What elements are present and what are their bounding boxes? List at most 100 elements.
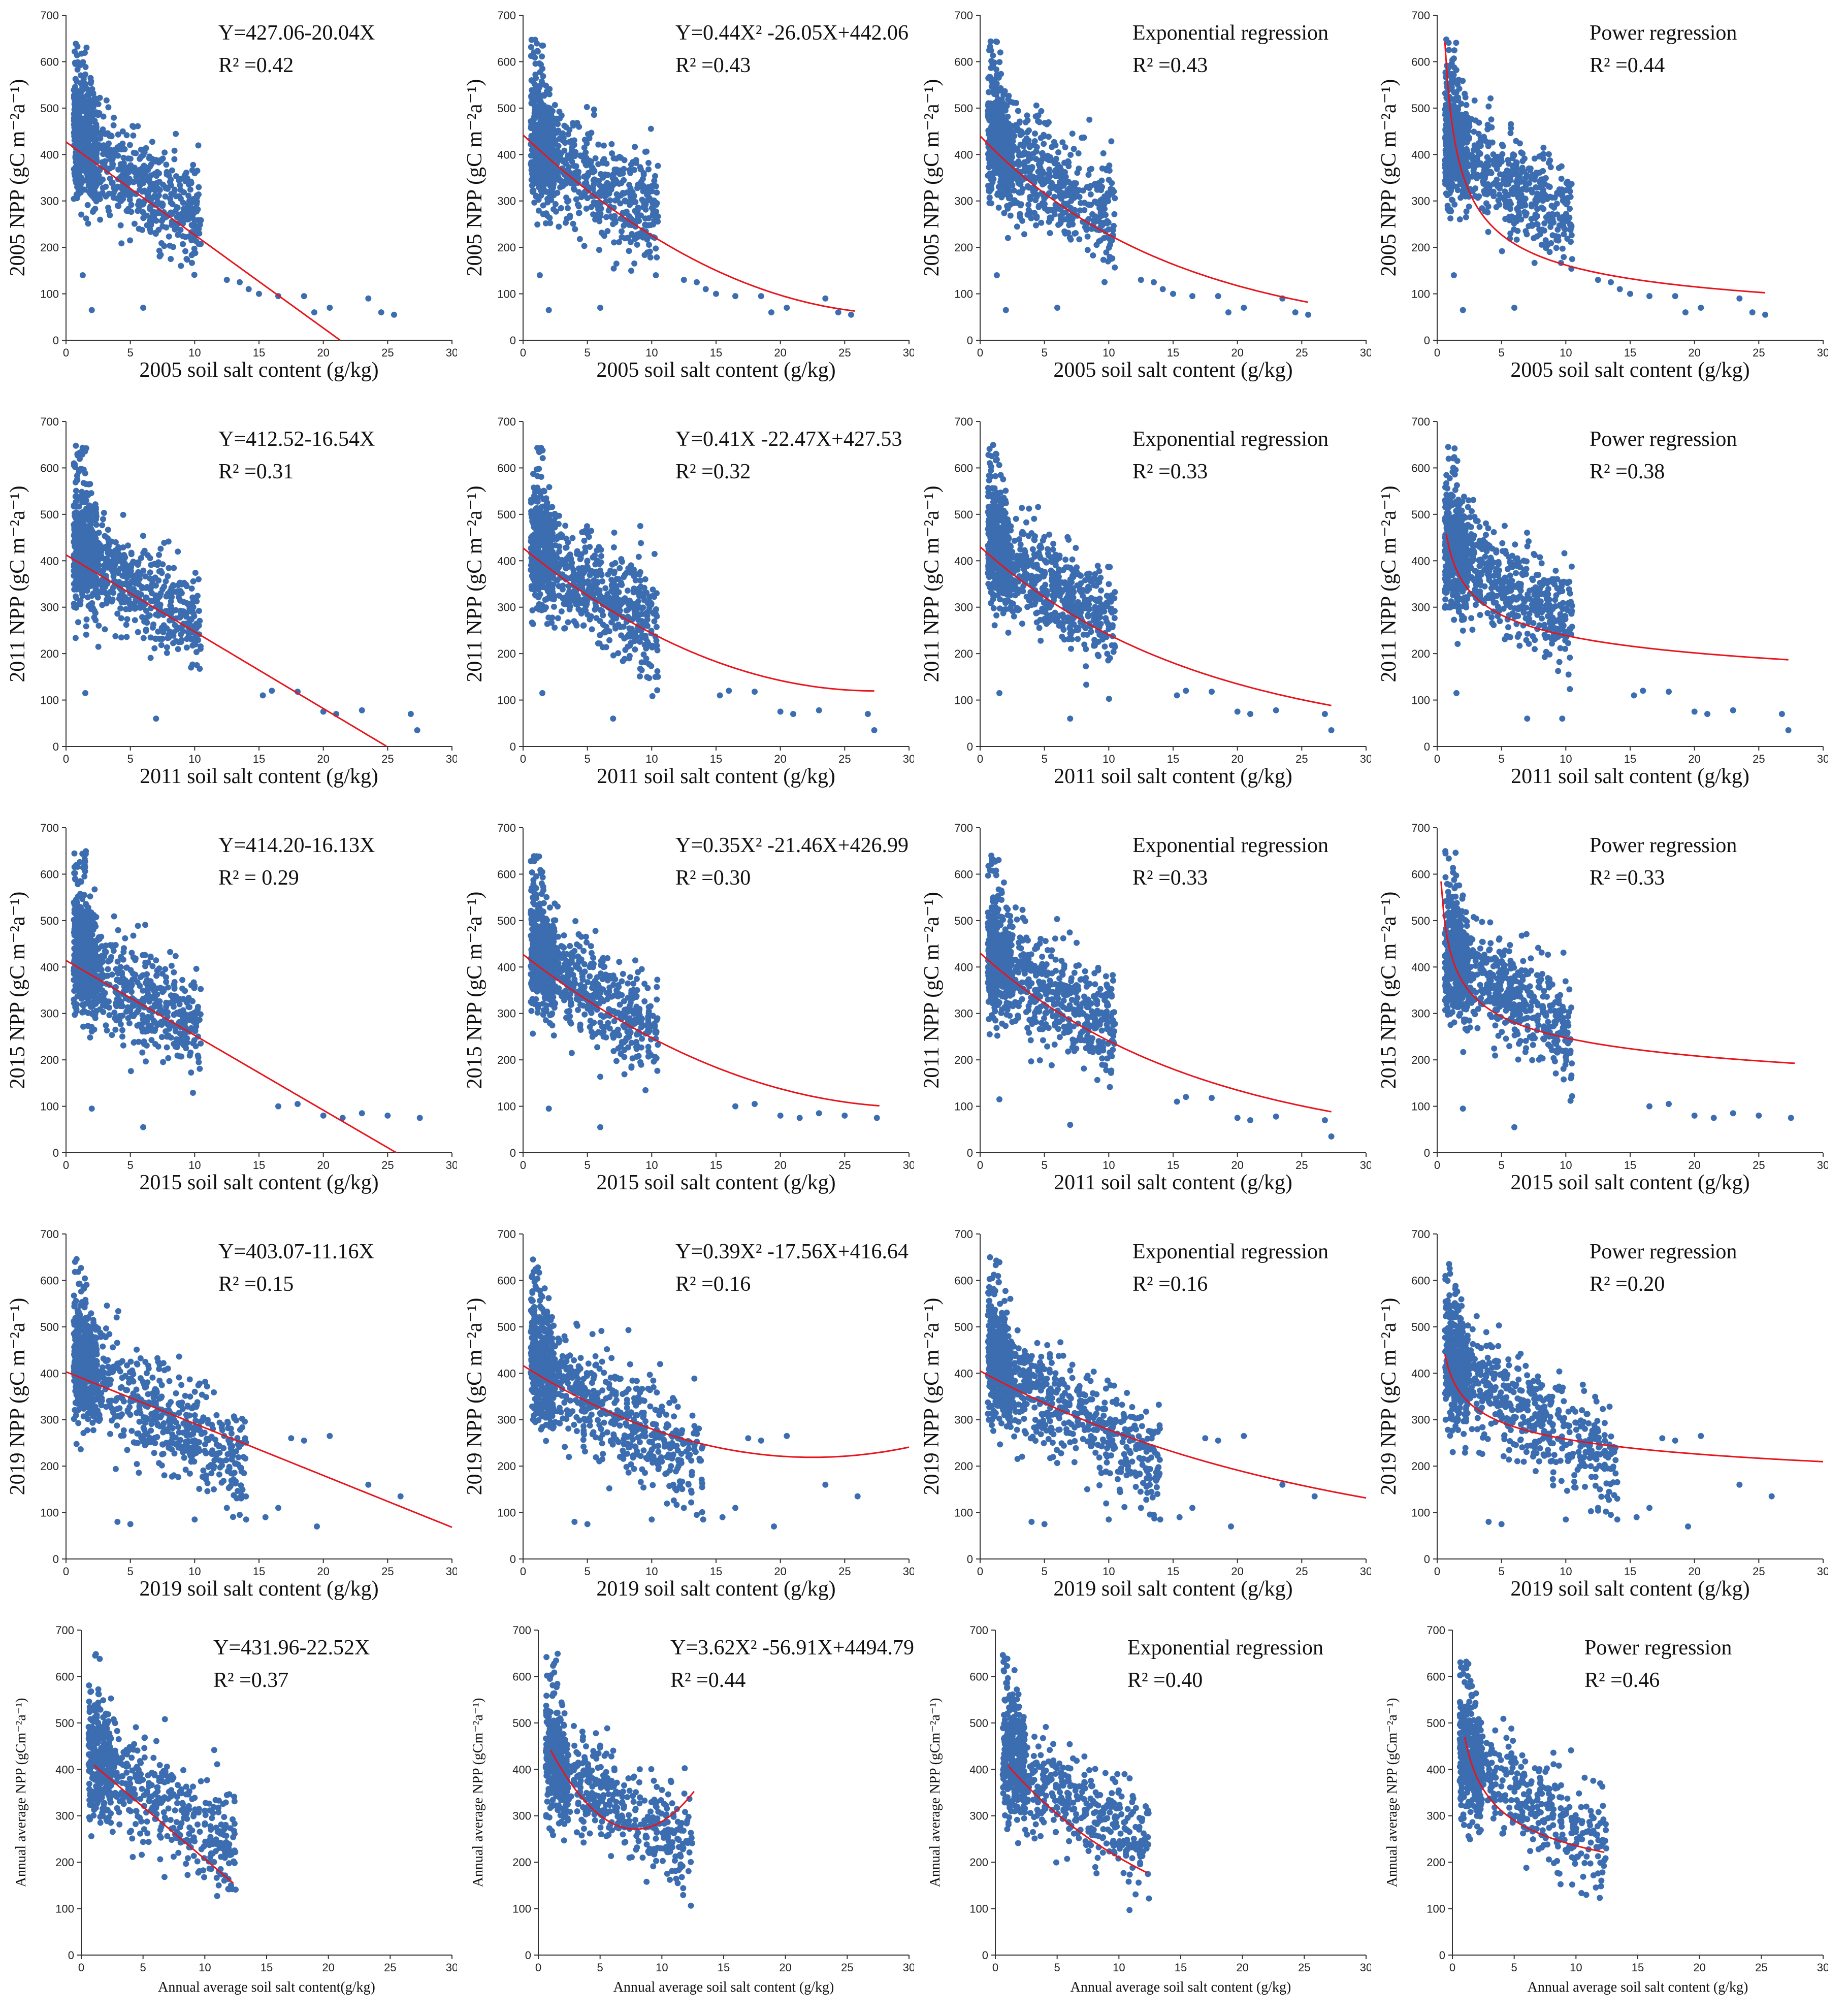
data-point xyxy=(89,593,95,599)
data-point xyxy=(1485,104,1492,110)
data-point xyxy=(72,132,78,138)
data-point xyxy=(269,688,275,694)
data-point xyxy=(149,139,155,145)
data-point xyxy=(600,158,606,164)
data-point xyxy=(73,565,79,571)
x-tick-label: 10 xyxy=(1103,346,1115,359)
data-point xyxy=(986,89,992,95)
data-point xyxy=(107,133,113,139)
data-point xyxy=(622,235,628,241)
data-point xyxy=(1004,203,1010,209)
x-tick-label: 0 xyxy=(63,753,69,765)
data-point xyxy=(106,538,112,544)
data-point xyxy=(143,627,149,633)
data-point xyxy=(82,690,88,696)
data-point xyxy=(80,104,86,110)
data-point xyxy=(1504,201,1510,207)
data-point xyxy=(593,155,599,161)
data-point xyxy=(140,170,146,176)
regression-equation: Y=427.06-20.04X xyxy=(218,21,375,45)
x-tick-label: 15 xyxy=(710,346,722,359)
x-tick-label: 5 xyxy=(127,346,134,359)
data-point xyxy=(1564,180,1570,186)
data-point xyxy=(187,203,193,209)
data-point xyxy=(591,177,597,183)
y-tick-label: 700 xyxy=(497,415,516,428)
data-point xyxy=(128,209,134,215)
x-tick-label: 15 xyxy=(253,346,265,359)
data-point xyxy=(196,623,202,629)
data-point xyxy=(1513,138,1519,144)
y-tick-label: 0 xyxy=(1424,334,1430,347)
data-point xyxy=(111,122,117,128)
data-point xyxy=(124,132,130,138)
data-point xyxy=(184,583,190,589)
data-point xyxy=(101,114,107,120)
data-point xyxy=(1488,170,1495,176)
data-point xyxy=(1067,152,1074,158)
x-tick-label: 20 xyxy=(1688,346,1700,359)
data-point xyxy=(1507,215,1513,221)
data-point xyxy=(533,192,539,199)
data-point xyxy=(1514,237,1520,243)
data-point xyxy=(989,160,995,167)
data-point xyxy=(99,602,105,608)
data-point xyxy=(1026,207,1032,213)
data-point xyxy=(1032,138,1038,144)
y-tick-label: 200 xyxy=(1411,241,1430,254)
data-point xyxy=(1015,177,1021,183)
data-point xyxy=(1457,216,1463,222)
data-point xyxy=(1529,203,1535,209)
data-point xyxy=(155,559,161,565)
data-point xyxy=(153,231,159,237)
data-point xyxy=(170,589,176,595)
data-point xyxy=(148,222,154,228)
data-point xyxy=(177,580,183,586)
data-point xyxy=(132,617,138,623)
y-tick-label: 300 xyxy=(40,195,59,208)
data-point xyxy=(1090,252,1096,258)
data-point xyxy=(532,72,538,78)
data-point xyxy=(101,142,107,148)
data-point xyxy=(102,626,108,632)
data-point xyxy=(1443,152,1449,158)
data-point xyxy=(633,160,639,166)
data-point xyxy=(632,208,638,214)
data-point xyxy=(592,216,598,222)
regression-equation: Exponential regression xyxy=(1132,21,1328,45)
data-point xyxy=(648,126,654,132)
data-point xyxy=(152,574,158,580)
data-point xyxy=(546,307,552,313)
data-point xyxy=(156,170,162,176)
data-point xyxy=(1445,126,1451,133)
data-point xyxy=(184,256,190,263)
data-point xyxy=(105,205,111,211)
data-point xyxy=(151,193,157,199)
data-point xyxy=(591,107,597,113)
data-point xyxy=(85,202,91,208)
y-tick-label: 500 xyxy=(954,102,973,115)
data-point xyxy=(140,533,146,539)
data-point xyxy=(1045,208,1051,214)
data-point xyxy=(123,622,129,628)
data-point xyxy=(1523,210,1530,216)
data-point xyxy=(1508,177,1514,183)
data-point xyxy=(557,109,563,115)
data-point xyxy=(848,312,854,318)
data-point xyxy=(95,644,102,650)
data-point xyxy=(96,530,102,536)
data-point xyxy=(139,227,145,233)
data-point xyxy=(101,563,107,569)
data-point xyxy=(1514,218,1520,224)
data-point xyxy=(996,205,1002,211)
data-point xyxy=(74,184,80,190)
data-point xyxy=(190,197,196,203)
data-point xyxy=(71,587,77,593)
data-point xyxy=(114,559,120,565)
data-point xyxy=(1085,234,1091,240)
data-point xyxy=(1019,189,1025,196)
x-axis-label: 2011 soil salt content (g/kg) xyxy=(597,765,835,788)
y-tick-label: 400 xyxy=(497,148,516,161)
data-point xyxy=(1453,40,1459,46)
